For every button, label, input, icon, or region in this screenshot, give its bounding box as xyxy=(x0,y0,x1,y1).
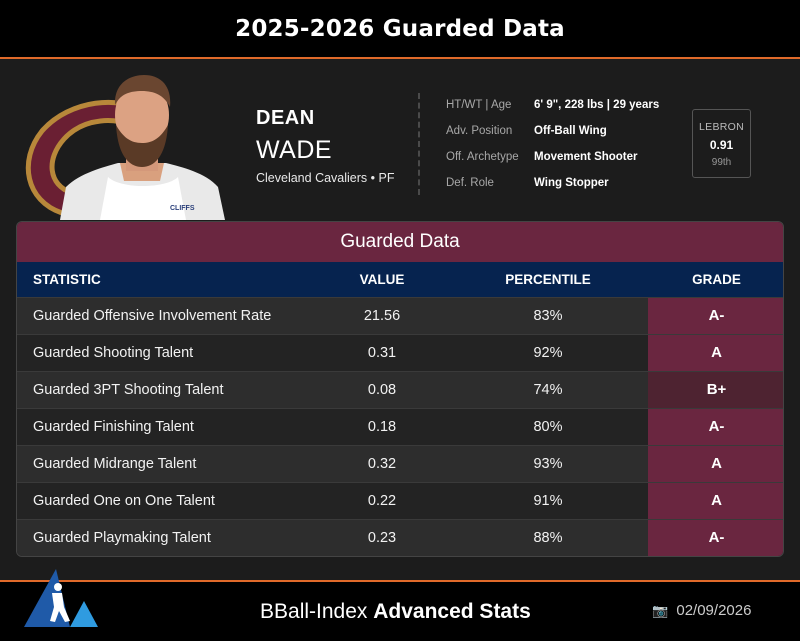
info-value: Wing Stopper xyxy=(534,177,609,189)
info-label: Def. Role xyxy=(446,177,494,189)
stat-name: Guarded One on One Talent xyxy=(33,493,215,509)
stat-name: Guarded Offensive Involvement Rate xyxy=(33,308,272,324)
grade-badge: B+ xyxy=(648,372,783,408)
grade-badge: A xyxy=(648,483,783,519)
stat-percentile: 74% xyxy=(533,382,563,398)
footer: BBall-Index Advanced Stats 📷 02/09/2026 xyxy=(0,569,800,641)
stat-value: 0.22 xyxy=(367,493,397,509)
grade-badge: A- xyxy=(648,409,783,445)
table-row: Guarded Offensive Involvement Rate 21.56… xyxy=(17,297,783,334)
info-label: HT/WT | Age xyxy=(446,99,512,111)
grade-badge: A xyxy=(648,335,783,371)
stat-value: 21.56 xyxy=(363,308,401,324)
grade-badge: A- xyxy=(648,520,783,556)
lebron-label: LEBRON xyxy=(699,121,744,133)
table-row: Guarded 3PT Shooting Talent 0.08 74% B+ xyxy=(17,371,783,408)
table-row: Guarded Finishing Talent 0.18 80% A- xyxy=(17,408,783,445)
stat-percentile: 91% xyxy=(533,493,563,509)
lebron-percentile: 99th xyxy=(711,157,732,168)
jersey-text: CLIFFS xyxy=(170,205,195,212)
column-header-value: VALUE xyxy=(359,272,405,287)
info-value: 6' 9", 228 lbs | 29 years xyxy=(534,99,660,111)
info-label: Adv. Position xyxy=(446,125,513,137)
stat-percentile: 93% xyxy=(533,456,563,472)
bball-index-logo-icon xyxy=(24,569,98,627)
date-text: 02/09/2026 xyxy=(676,602,752,619)
title-bar: 2025-2026 Guarded Data xyxy=(0,0,800,59)
divider xyxy=(418,93,420,195)
stat-percentile: 92% xyxy=(533,345,563,361)
lebron-box: LEBRON 0.91 99th xyxy=(692,109,751,178)
page-title: 2025-2026 Guarded Data xyxy=(235,15,565,42)
table-header: STATISTIC VALUE PERCENTILE GRADE xyxy=(17,262,783,297)
stat-percentile: 80% xyxy=(533,419,563,435)
stat-value: 0.23 xyxy=(367,530,397,546)
column-header-percentile: PERCENTILE xyxy=(505,272,591,287)
player-photo: CLIFFS xyxy=(60,75,225,220)
info-label: Off. Archetype xyxy=(446,151,519,163)
column-header-grade: GRADE xyxy=(692,272,741,287)
stat-percentile: 83% xyxy=(533,308,563,324)
brand-light: BBall-Index xyxy=(260,600,368,623)
stat-name: Guarded Finishing Talent xyxy=(33,419,194,435)
grade-badge: A xyxy=(648,446,783,482)
team-position: Cleveland Cavaliers • PF xyxy=(256,171,395,185)
guarded-data-panel: Guarded Data STATISTIC VALUE PERCENTILE … xyxy=(16,221,784,557)
stat-name: Guarded Shooting Talent xyxy=(33,345,194,361)
stat-value: 0.18 xyxy=(367,419,397,435)
brand-text: BBall-Index Advanced Stats xyxy=(260,600,531,624)
stat-percentile: 88% xyxy=(533,530,563,546)
stat-value: 0.08 xyxy=(367,382,397,398)
column-header-statistic: STATISTIC xyxy=(33,272,101,287)
grade-badge: A- xyxy=(648,298,783,334)
player-last-name: WADE xyxy=(256,136,333,164)
table-row: Guarded Midrange Talent 0.32 93% A xyxy=(17,445,783,482)
stat-name: Guarded 3PT Shooting Talent xyxy=(33,382,224,398)
player-first-name: DEAN xyxy=(256,107,315,129)
info-value: Off-Ball Wing xyxy=(534,125,607,137)
stat-name: Guarded Midrange Talent xyxy=(33,456,197,472)
table-row: Guarded Shooting Talent 0.31 92% A xyxy=(17,334,783,371)
stat-value: 0.32 xyxy=(367,456,397,472)
stat-name: Guarded Playmaking Talent xyxy=(33,530,211,546)
stat-value: 0.31 xyxy=(367,345,397,361)
lebron-value: 0.91 xyxy=(709,138,734,152)
table-row: Guarded Playmaking Talent 0.23 88% A- xyxy=(17,519,783,556)
info-value: Movement Shooter xyxy=(534,151,638,163)
table-row: Guarded One on One Talent 0.22 91% A xyxy=(17,482,783,519)
date-stamp: 📷 02/09/2026 xyxy=(652,602,751,619)
player-header: CLIFFS DEAN WADE Cleveland Cavaliers • P… xyxy=(0,61,800,221)
brand-bold: Advanced Stats xyxy=(373,600,531,623)
camera-icon: 📷 xyxy=(652,603,669,618)
panel-title: Guarded Data xyxy=(17,222,783,262)
